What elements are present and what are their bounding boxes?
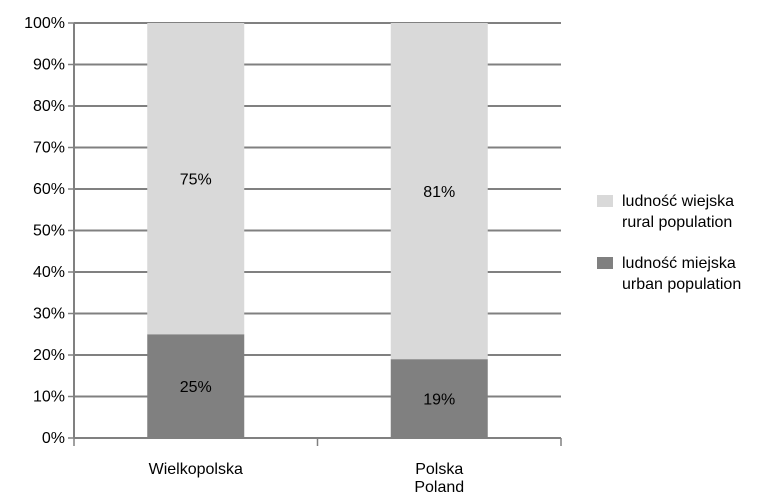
data-label: 25% — [180, 379, 212, 396]
bar-segment — [147, 334, 245, 438]
y-tick-label: 100% — [24, 15, 65, 32]
y-tick-label: 40% — [33, 264, 65, 281]
data-label: 75% — [180, 172, 212, 189]
x-tick-label-line: Polska — [415, 461, 463, 478]
x-tick-label-line: Poland — [414, 479, 464, 496]
legend: ludność wiejska rural population ludność… — [597, 191, 762, 315]
y-tick-label: 20% — [33, 347, 65, 364]
y-tick-label: 10% — [33, 389, 65, 406]
data-label: 19% — [423, 392, 455, 409]
legend-swatch-urban — [597, 257, 613, 269]
x-tick-label-line: Wielkopolska — [149, 461, 243, 478]
y-tick-label: 0% — [42, 430, 65, 447]
legend-item-urban: ludność miejska urban population — [597, 253, 762, 295]
x-tick-label: Wielkopolska — [149, 461, 243, 478]
y-tick-label: 30% — [33, 306, 65, 323]
data-label: 81% — [423, 184, 455, 201]
legend-item-rural: ludność wiejska rural population — [597, 191, 762, 233]
y-tick-label: 90% — [33, 57, 65, 74]
y-tick-label: 50% — [33, 223, 65, 240]
y-tick-label: 80% — [33, 98, 65, 115]
legend-swatch-rural — [597, 195, 613, 207]
bar-segment — [390, 23, 488, 360]
legend-label-rural: ludność wiejska rural population — [622, 193, 735, 231]
x-tick-label: Polska Poland — [414, 461, 464, 496]
y-tick-label: 60% — [33, 181, 65, 198]
legend-label-urban: ludność miejska urban population — [622, 255, 742, 293]
y-tick-label: 70% — [33, 140, 65, 157]
bar-segment — [147, 23, 245, 335]
bar-segment — [390, 359, 488, 438]
